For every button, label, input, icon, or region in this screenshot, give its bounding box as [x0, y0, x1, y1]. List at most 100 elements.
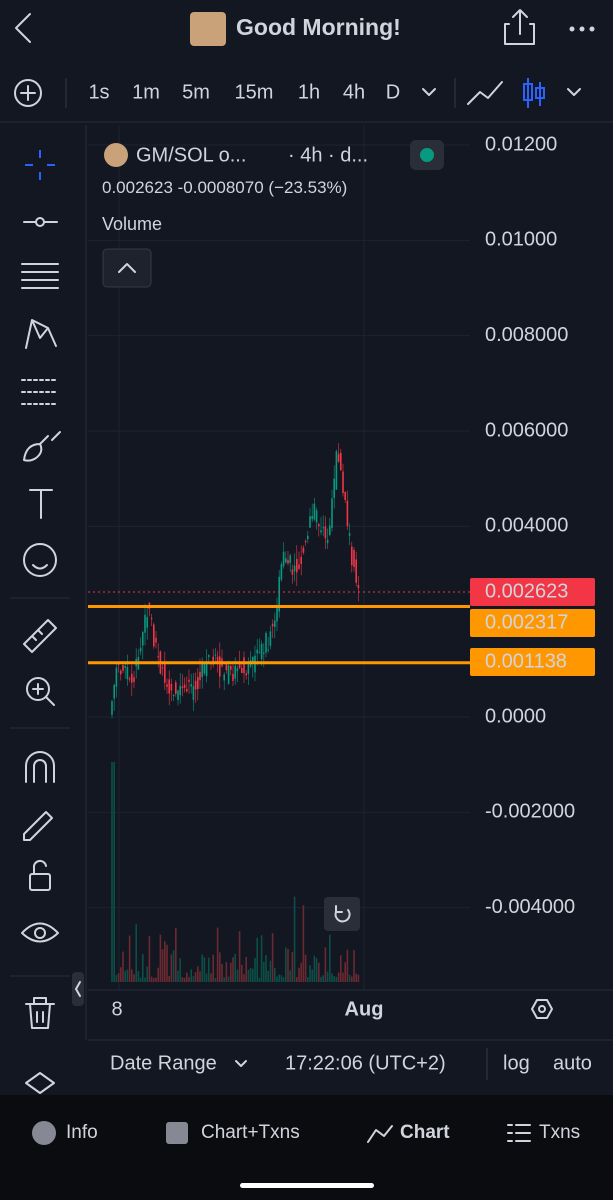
- interval-button[interactable]: 1h: [298, 81, 320, 103]
- delete-tool[interactable]: [25, 997, 55, 1029]
- zoom-tool[interactable]: [26, 677, 50, 701]
- candle-body: [223, 674, 225, 681]
- candle-body: [311, 515, 313, 520]
- layers-tool[interactable]: [25, 1072, 55, 1094]
- volume-bar: [236, 969, 239, 982]
- candle-body: [205, 661, 208, 677]
- volume-bar: [311, 969, 313, 982]
- tab-chart-txns[interactable]: Chart+Txns: [201, 1122, 300, 1143]
- ruler-tool[interactable]: [23, 619, 57, 653]
- candle-body: [256, 649, 258, 654]
- time-label: Aug: [345, 998, 384, 1020]
- volume-bar: [307, 977, 309, 982]
- candle-body: [342, 471, 344, 494]
- volume-bar: [137, 971, 140, 982]
- interval-button[interactable]: 1s: [88, 81, 109, 103]
- interval-button[interactable]: D: [386, 81, 400, 103]
- magnet-tool[interactable]: [25, 751, 55, 783]
- log-button[interactable]: log: [503, 1052, 530, 1074]
- collapse-legend[interactable]: [102, 248, 152, 288]
- volume-bar: [153, 977, 155, 982]
- share-button[interactable]: [504, 9, 535, 45]
- emoji-tool[interactable]: [23, 543, 57, 577]
- candle-body: [298, 564, 300, 569]
- interval-dropdown[interactable]: [422, 88, 436, 96]
- volume-bar: [159, 934, 162, 982]
- interval-button[interactable]: 4h: [343, 81, 365, 103]
- text-tool[interactable]: [29, 489, 53, 519]
- reset-chart[interactable]: [324, 897, 360, 931]
- candle-body: [293, 565, 296, 572]
- candle-body: [139, 647, 142, 652]
- timezone[interactable]: 17:22:06 (UTC+2): [285, 1052, 446, 1074]
- candle-body: [225, 663, 228, 671]
- candle-body: [258, 652, 261, 654]
- volume-bar: [115, 974, 118, 982]
- volume-bar: [139, 977, 142, 982]
- volume-bar: [287, 948, 289, 982]
- volume-bar: [133, 974, 135, 982]
- volume-bar: [128, 935, 131, 982]
- unlock-tool[interactable]: [29, 873, 51, 891]
- candle-body: [183, 684, 186, 688]
- visibility-tool[interactable]: [21, 922, 59, 943]
- auto-button[interactable]: auto: [553, 1052, 592, 1074]
- tab-txns[interactable]: Txns: [539, 1122, 580, 1143]
- candle-body: [181, 686, 184, 689]
- candle-body: [280, 564, 283, 580]
- volume-bar: [285, 947, 287, 982]
- interval-button[interactable]: 1m: [132, 81, 160, 103]
- interval-button[interactable]: 5m: [182, 81, 210, 103]
- volume-bar: [177, 970, 179, 982]
- settings-button[interactable]: [531, 999, 553, 1019]
- candle-body: [335, 451, 338, 490]
- home-indicator: [240, 1183, 374, 1188]
- chart-type-dropdown[interactable]: [567, 88, 581, 96]
- crosshair-tool[interactable]: [25, 150, 55, 180]
- lock-drawing-tool[interactable]: [23, 811, 53, 841]
- date-range-button[interactable]: Date Range: [110, 1052, 217, 1074]
- candle-body: [302, 547, 305, 553]
- volume-bar: [329, 934, 331, 982]
- interval-button[interactable]: 15m: [235, 81, 274, 103]
- brush-tool[interactable]: [23, 431, 61, 462]
- volume-bar: [161, 949, 164, 982]
- volume-bar: [146, 966, 148, 982]
- prediction-tool[interactable]: [21, 379, 59, 405]
- volume-bar: [342, 972, 344, 982]
- volume-bar: [208, 957, 210, 982]
- candle-body: [269, 631, 272, 646]
- volume-bar: [126, 969, 129, 982]
- price-tag: [470, 609, 595, 637]
- volume-bar: [241, 964, 243, 982]
- price-tag-label: 0.001138: [485, 650, 567, 672]
- pattern-tool[interactable]: [25, 319, 57, 349]
- volume-bar: [313, 955, 316, 982]
- candle-body: [271, 623, 274, 627]
- candle-body: [201, 662, 203, 678]
- candle-body: [131, 673, 133, 683]
- tab-chart[interactable]: Chart: [400, 1122, 450, 1143]
- candle-body: [172, 694, 175, 696]
- volume-bar: [263, 961, 265, 982]
- collapse-sidebar[interactable]: [72, 972, 84, 1006]
- candle-body: [188, 679, 190, 682]
- volume-bar: [186, 972, 188, 982]
- price-label: -0.004000: [485, 896, 575, 918]
- line-chart-button[interactable]: [467, 81, 503, 105]
- candle-body: [340, 452, 342, 471]
- volume-bar: [320, 976, 322, 982]
- volume-bar: [247, 969, 250, 982]
- more-button[interactable]: [569, 26, 595, 32]
- volume-bar: [326, 971, 329, 982]
- tab-info[interactable]: Info: [66, 1122, 98, 1143]
- add-button[interactable]: [14, 79, 42, 107]
- candle-chart-button[interactable]: [523, 78, 545, 108]
- volume-bar: [252, 968, 254, 982]
- fib-tool[interactable]: [21, 263, 59, 289]
- back-button[interactable]: [15, 13, 31, 43]
- candle-body: [267, 649, 269, 651]
- volume-bar: [309, 965, 311, 982]
- status-dot: [420, 148, 434, 162]
- volume-bar: [150, 976, 153, 982]
